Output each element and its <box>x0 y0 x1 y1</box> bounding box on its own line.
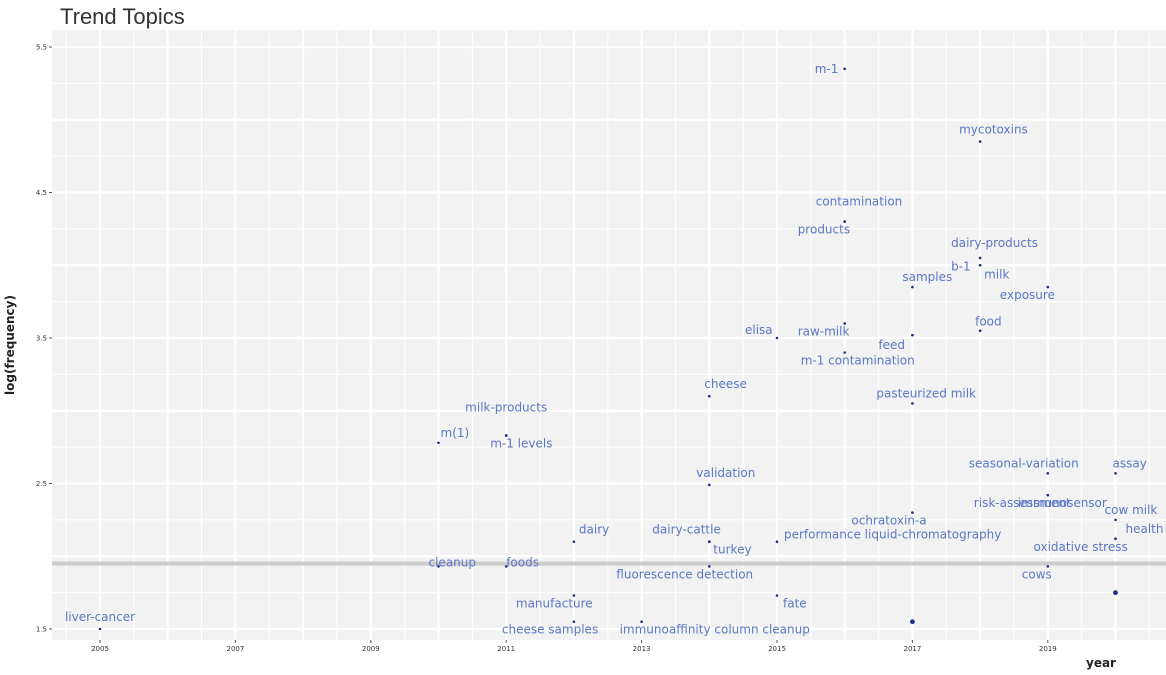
term-label: samples <box>902 270 952 284</box>
data-point <box>843 67 846 71</box>
data-point <box>911 511 914 514</box>
data-point <box>843 351 846 354</box>
term-label: fluorescence detection <box>616 567 753 581</box>
chart-title: Trend Topics <box>60 4 185 29</box>
term-label: immunoaffinity column cleanup <box>620 623 810 637</box>
y-tick-label: 5.5 <box>36 44 47 52</box>
data-point <box>978 263 982 267</box>
term-label: food <box>975 315 1002 329</box>
term-label: b-1 <box>951 259 971 273</box>
data-point <box>843 322 846 325</box>
data-point <box>437 441 440 445</box>
term-label: cows <box>1022 567 1052 581</box>
term-label: liver-cancer <box>65 610 135 624</box>
data-point <box>708 565 711 568</box>
term-label: m-1 contamination <box>801 354 915 368</box>
data-point <box>978 329 982 333</box>
x-tick-label: 2019 <box>1039 645 1057 653</box>
data-point <box>437 565 440 568</box>
data-point <box>98 627 102 631</box>
term-label: risk-assessment <box>974 496 1071 510</box>
data-point <box>572 620 576 624</box>
x-tick-label: 2011 <box>497 645 515 653</box>
plot-panel <box>52 30 1166 640</box>
term-label: fate <box>783 597 807 611</box>
x-tick-label: 2015 <box>768 645 786 653</box>
data-point <box>1114 472 1117 475</box>
term-label: ochratoxin-a <box>851 514 926 528</box>
data-point <box>572 540 576 543</box>
term-label: cheese samples <box>502 623 598 637</box>
x-tick-label: 2005 <box>91 645 109 653</box>
term-label: feed <box>878 338 905 352</box>
y-tick-label: 1.5 <box>36 626 47 634</box>
x-axis-label: year <box>1086 656 1116 670</box>
data-point <box>775 594 779 597</box>
data-point <box>978 140 982 143</box>
term-label: cow milk <box>1105 503 1158 517</box>
data-point <box>708 483 711 487</box>
term-label: m-1 <box>815 62 839 76</box>
term-label: turkey <box>713 543 751 557</box>
x-tick-label: 2013 <box>633 645 651 653</box>
data-point <box>1114 518 1117 522</box>
data-point <box>843 220 846 223</box>
x-tick-label: 2007 <box>226 645 244 653</box>
term-label: assay <box>1113 456 1147 470</box>
term-label: products <box>798 223 850 237</box>
term-label: seasonal-variation <box>969 456 1079 470</box>
y-tick-label: 4.5 <box>36 189 47 197</box>
term-label: m-1 levels <box>490 436 552 450</box>
x-tick-label: 2009 <box>362 645 380 653</box>
data-point <box>572 594 576 597</box>
term-label: validation <box>696 466 755 480</box>
term-label: immunosensor <box>1018 496 1107 510</box>
data-point <box>504 434 508 437</box>
term-label: cleanup <box>429 555 477 569</box>
term-label: milk-products <box>465 400 547 414</box>
data-point <box>775 336 779 340</box>
term-label: pasteurized milk <box>876 386 976 400</box>
data-point <box>911 402 914 405</box>
x-tick-label: 2017 <box>903 645 921 653</box>
data-point <box>708 394 711 398</box>
data-point <box>504 565 508 568</box>
term-label: dairy-cattle <box>652 523 721 537</box>
data-point <box>1046 285 1050 289</box>
axis-ticks: 2005 2007 2009 2011 2013 2015 2017 2019 1.5 2.5 3.… <box>36 44 1057 654</box>
data-point <box>911 285 914 289</box>
term-label: elisa <box>745 323 773 337</box>
data-point <box>978 256 982 260</box>
data-point <box>910 619 915 625</box>
term-label: m(1) <box>441 426 470 440</box>
term-label: dairy <box>579 523 609 537</box>
term-label: manufacture <box>516 597 593 611</box>
term-label: performance liquid-chromatography <box>784 528 1001 542</box>
term-label: mycotoxins <box>959 123 1028 137</box>
grid-lines <box>52 30 1166 640</box>
data-point <box>708 540 711 543</box>
data-point <box>775 540 779 543</box>
data-point <box>640 620 643 624</box>
data-point <box>911 333 914 337</box>
term-label: foods <box>506 555 539 569</box>
term-label: cheese <box>704 377 747 391</box>
term-label: milk <box>984 267 1009 281</box>
data-point <box>1114 537 1117 541</box>
term-label: health <box>1126 522 1164 536</box>
term-label: dairy-products <box>951 236 1038 250</box>
data-marks: liver-cancer m(1) cleanup milk-products m-1 … <box>65 62 1164 637</box>
data-point <box>1046 565 1050 568</box>
data-point <box>1046 472 1050 475</box>
y-tick-label: 2.5 <box>36 480 47 488</box>
term-label: raw-milk <box>798 324 850 338</box>
term-label: exposure <box>1000 288 1055 302</box>
term-label: oxidative stress <box>1034 540 1128 554</box>
y-tick-label: 3.5 <box>36 335 47 343</box>
term-label: contamination <box>816 195 903 209</box>
data-point <box>1046 493 1050 497</box>
data-point <box>1113 590 1118 596</box>
